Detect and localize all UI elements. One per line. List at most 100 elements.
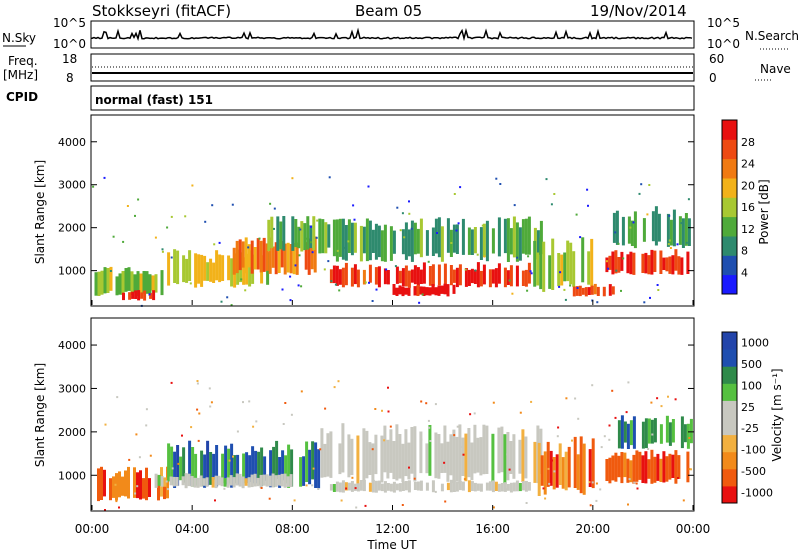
- echo-cell: [461, 437, 465, 476]
- echo-cell: [263, 456, 267, 481]
- echo-cell: [431, 264, 435, 287]
- echo-cell: [253, 247, 257, 270]
- echo-speck: [420, 438, 423, 441]
- echo-speck: [434, 403, 437, 406]
- echo-cell: [214, 475, 218, 489]
- echo-cell: [485, 220, 489, 262]
- echo-speck: [650, 401, 653, 404]
- echo-cell: [212, 453, 216, 480]
- echo-speck: [542, 487, 545, 490]
- echo-speck: [135, 433, 138, 436]
- echo-cell: [497, 427, 501, 474]
- echo-cell: [518, 439, 522, 474]
- colorbar-tick-label: -500: [741, 465, 766, 478]
- echo-cell: [611, 455, 615, 481]
- echo-speck: [311, 251, 314, 254]
- echo-speck: [336, 249, 339, 252]
- echo-cell: [506, 432, 510, 481]
- colorbar-tick-label: 16: [741, 201, 755, 214]
- echo-speck: [667, 395, 669, 398]
- echo-speck: [608, 438, 611, 441]
- echo-cell: [687, 218, 691, 246]
- echo-speck: [614, 231, 617, 234]
- echo-cell: [212, 262, 216, 283]
- echo-cell: [374, 267, 378, 285]
- echo-cell: [470, 268, 474, 284]
- echo-cell: [476, 262, 480, 288]
- colorbar-segment: [722, 434, 737, 453]
- echo-cell: [416, 267, 420, 287]
- echo-speck: [647, 448, 650, 450]
- echo-cell: [217, 475, 221, 486]
- echo-cell: [608, 255, 612, 270]
- echo-cell: [271, 473, 275, 488]
- echo-cell: [665, 257, 669, 272]
- echo-cell: [380, 435, 384, 483]
- echo-cell: [668, 422, 672, 446]
- echo-cell: [124, 470, 127, 497]
- echo-cell: [686, 423, 690, 449]
- echo-cell: [527, 216, 531, 255]
- echo-speck: [526, 289, 529, 292]
- echo-speck: [559, 271, 562, 274]
- echo-speck: [248, 400, 251, 403]
- echo-speck: [656, 284, 659, 286]
- echo-cell: [404, 265, 408, 287]
- echo-speck: [291, 177, 294, 180]
- echo-cell: [494, 481, 498, 491]
- echo-cell: [473, 424, 477, 474]
- echo-cell: [404, 429, 408, 477]
- echo-speck: [571, 439, 573, 442]
- echo-cell: [211, 477, 215, 488]
- echo-speck: [690, 468, 692, 471]
- echo-speck: [483, 237, 486, 240]
- echo-speck: [605, 260, 608, 263]
- echo-cell: [485, 425, 489, 474]
- echo-speck: [564, 298, 567, 301]
- nsky-series: [91, 27, 693, 42]
- echo-speck: [492, 506, 495, 509]
- echo-speck: [459, 445, 462, 448]
- velocity-colorbar: 1000 500 100 25 -25 -100 -500 -1000: [721, 331, 773, 504]
- echo-cell: [579, 436, 583, 494]
- echo-cell: [521, 481, 525, 491]
- echo-cell: [143, 290, 147, 301]
- echo-speck: [457, 222, 460, 225]
- echo-speck: [627, 503, 629, 506]
- y-tick-label: 1000: [58, 265, 86, 278]
- beam-title: Beam 05: [355, 2, 422, 20]
- echo-cell: [635, 450, 639, 482]
- echo-cell: [536, 230, 540, 255]
- echo-speck: [638, 192, 641, 195]
- echo-cell: [467, 480, 471, 493]
- echo-cell: [641, 455, 645, 483]
- echo-cell: [479, 227, 483, 260]
- echo-cell: [274, 475, 278, 487]
- colorbar-segment: [722, 366, 737, 384]
- echo-speck: [434, 490, 437, 493]
- echo-cell: [118, 273, 122, 295]
- echo-cell: [176, 445, 180, 486]
- echo-speck: [587, 204, 589, 207]
- echo-cell: [291, 216, 295, 251]
- echo-cell: [230, 443, 234, 488]
- echo-speck: [211, 204, 214, 207]
- echo-speck: [196, 382, 199, 385]
- echo-cell: [651, 211, 655, 242]
- echo-cell: [407, 270, 411, 288]
- colorbar-tick-label: -100: [741, 444, 766, 457]
- echo-speck: [553, 193, 556, 195]
- echo-cell: [226, 477, 230, 488]
- colorbar-segment: [722, 383, 737, 401]
- echo-speck: [198, 412, 201, 415]
- echo-cell: [200, 254, 204, 287]
- echo-cell: [515, 480, 519, 492]
- echo-cell: [386, 270, 390, 285]
- echo-speck: [218, 241, 221, 244]
- echo-cell: [608, 284, 612, 296]
- echo-cell: [557, 253, 561, 287]
- echo-cell: [380, 483, 384, 492]
- echo-cell: [482, 223, 486, 257]
- echo-cell: [494, 268, 498, 288]
- echo-cell: [176, 250, 180, 285]
